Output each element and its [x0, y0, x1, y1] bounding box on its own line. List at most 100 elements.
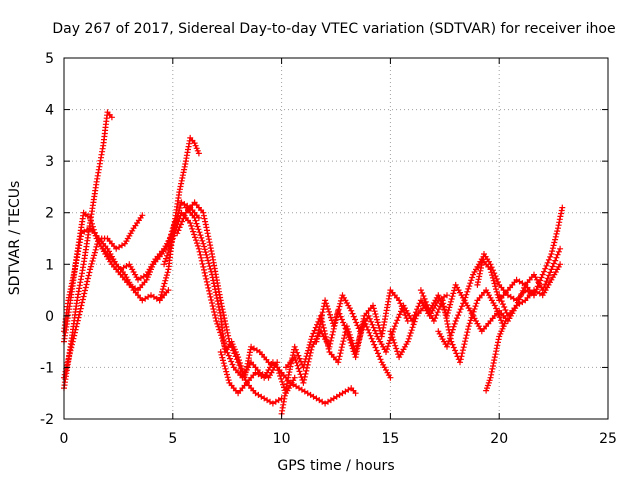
data-point [557, 261, 564, 268]
data-point [548, 251, 555, 257]
data-point [410, 321, 417, 328]
data-point [303, 367, 310, 374]
data-point [79, 296, 86, 303]
data-point [466, 320, 473, 327]
data-point [550, 260, 557, 267]
data-point [338, 316, 345, 323]
data-point [439, 301, 445, 308]
data-point [435, 306, 442, 313]
data-point [329, 331, 336, 338]
data-point [372, 311, 379, 317]
data-point [222, 365, 229, 372]
data-point [86, 269, 93, 276]
data-point [541, 268, 547, 275]
data-point [201, 269, 208, 276]
data-point [90, 226, 97, 233]
data-point [430, 318, 437, 324]
x-tick-label: 5 [168, 431, 177, 447]
data-point [330, 328, 337, 335]
data-point [433, 312, 440, 319]
data-point [89, 258, 96, 264]
data-point [335, 356, 342, 363]
data-point [208, 297, 215, 303]
data-point [323, 300, 330, 307]
data-point [363, 323, 370, 330]
data-point [294, 362, 301, 369]
data-point [493, 288, 500, 295]
data-point [320, 324, 327, 331]
data-point [67, 347, 74, 354]
x-tick-label: 0 [60, 431, 69, 447]
data-point [278, 375, 285, 382]
data-point [393, 345, 400, 352]
data-point [453, 315, 460, 322]
x-tick-label: 15 [381, 431, 399, 447]
data-point [176, 205, 183, 211]
data-point [108, 114, 115, 121]
data-point [192, 217, 199, 224]
data-point [229, 361, 236, 368]
data-point [207, 266, 214, 272]
data-point [197, 251, 204, 258]
data-point [91, 229, 98, 236]
data-point [461, 341, 468, 348]
data-point [394, 317, 401, 324]
data-point [377, 356, 384, 363]
data-point [376, 353, 383, 360]
data-point [449, 326, 456, 333]
data-point [543, 262, 550, 269]
series-track-13 [313, 292, 450, 355]
data-point [446, 335, 453, 342]
data-point [194, 223, 201, 230]
data-point [462, 294, 469, 301]
data-point [292, 357, 299, 363]
data-point [334, 311, 340, 318]
data-point [497, 295, 504, 302]
data-point [163, 255, 169, 262]
y-tick-label: 5 [45, 51, 54, 67]
data-point [92, 232, 99, 239]
data-point [396, 297, 403, 304]
data-point [225, 332, 232, 339]
data-point [198, 257, 205, 264]
data-point [350, 313, 357, 320]
data-point [331, 320, 338, 327]
data-point [366, 315, 373, 322]
data-point [370, 305, 377, 312]
data-point [374, 319, 381, 326]
data-point [341, 322, 348, 329]
data-point [436, 295, 443, 302]
data-point [77, 308, 83, 315]
data-point [203, 275, 210, 282]
data-point [422, 298, 429, 305]
data-point [533, 286, 540, 293]
data-point [544, 259, 551, 266]
data-point [78, 302, 85, 309]
data-point [66, 353, 73, 360]
data-point [544, 275, 551, 282]
data-point [498, 317, 505, 324]
data-point [444, 343, 450, 350]
data-point [554, 228, 561, 235]
data-point [204, 254, 211, 261]
data-point [224, 371, 230, 378]
data-point [88, 217, 94, 224]
series-track-12 [283, 287, 411, 386]
data-point [165, 287, 172, 294]
data-point [210, 306, 217, 312]
data-point [464, 329, 471, 336]
series-track-16 [435, 261, 564, 350]
data-point [209, 303, 216, 309]
data-point [405, 335, 412, 342]
data-point [334, 309, 341, 316]
data-point [424, 301, 431, 308]
data-point [519, 287, 526, 294]
data-point [449, 293, 456, 300]
data-point [338, 344, 345, 351]
data-point [164, 269, 171, 276]
data-point [72, 326, 79, 333]
data-point [389, 334, 396, 341]
data-point [354, 345, 361, 352]
data-point [547, 253, 554, 260]
data-point [200, 263, 207, 270]
